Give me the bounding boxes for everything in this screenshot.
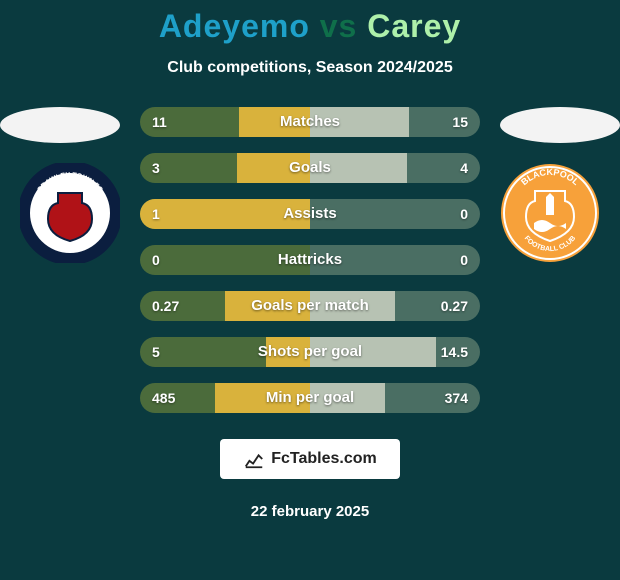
- fctables-logo: FcTables.com: [220, 439, 400, 479]
- comparison-page: Adeyemo vs Carey Club competitions, Seas…: [0, 0, 620, 580]
- stat-row: 00Hattricks: [140, 245, 480, 275]
- page-title: Adeyemo vs Carey: [0, 8, 620, 45]
- stat-label: Matches: [140, 107, 480, 137]
- chart-icon: [243, 448, 265, 470]
- title-vs: vs: [310, 8, 367, 44]
- club-badge-left: CRAWLEY TOWN FC RED DEVILS: [20, 163, 120, 263]
- stat-row: 485374Min per goal: [140, 383, 480, 413]
- stat-row: 1115Matches: [140, 107, 480, 137]
- stat-rows: 1115Matches 34Goals 10Assists 00Hattricks 0.…: [140, 107, 480, 413]
- stat-row: 514.5Shots per goal: [140, 337, 480, 367]
- stat-label: Hattricks: [140, 245, 480, 275]
- date-text: 22 february 2025: [0, 503, 620, 520]
- player-avatar-right: [500, 107, 620, 143]
- club-badge-right: BLACKPOOL FOOTBALL CLUB: [500, 163, 600, 263]
- stat-label: Assists: [140, 199, 480, 229]
- title-right: Carey: [367, 8, 461, 44]
- player-avatar-left: [0, 107, 120, 143]
- stat-row: 10Assists: [140, 199, 480, 229]
- crest-right-icon: BLACKPOOL FOOTBALL CLUB: [500, 163, 600, 263]
- stat-label: Shots per goal: [140, 337, 480, 367]
- stat-row: 34Goals: [140, 153, 480, 183]
- stat-label: Goals per match: [140, 291, 480, 321]
- title-left: Adeyemo: [159, 8, 310, 44]
- subtitle: Club competitions, Season 2024/2025: [0, 59, 620, 77]
- stat-label: Goals: [140, 153, 480, 183]
- stat-row: 0.270.27Goals per match: [140, 291, 480, 321]
- stat-label: Min per goal: [140, 383, 480, 413]
- crest-left-icon: CRAWLEY TOWN FC RED DEVILS: [20, 163, 120, 263]
- footer-text: FcTables.com: [271, 450, 377, 468]
- content-area: CRAWLEY TOWN FC RED DEVILS BLACKPOOL FOO…: [0, 107, 620, 413]
